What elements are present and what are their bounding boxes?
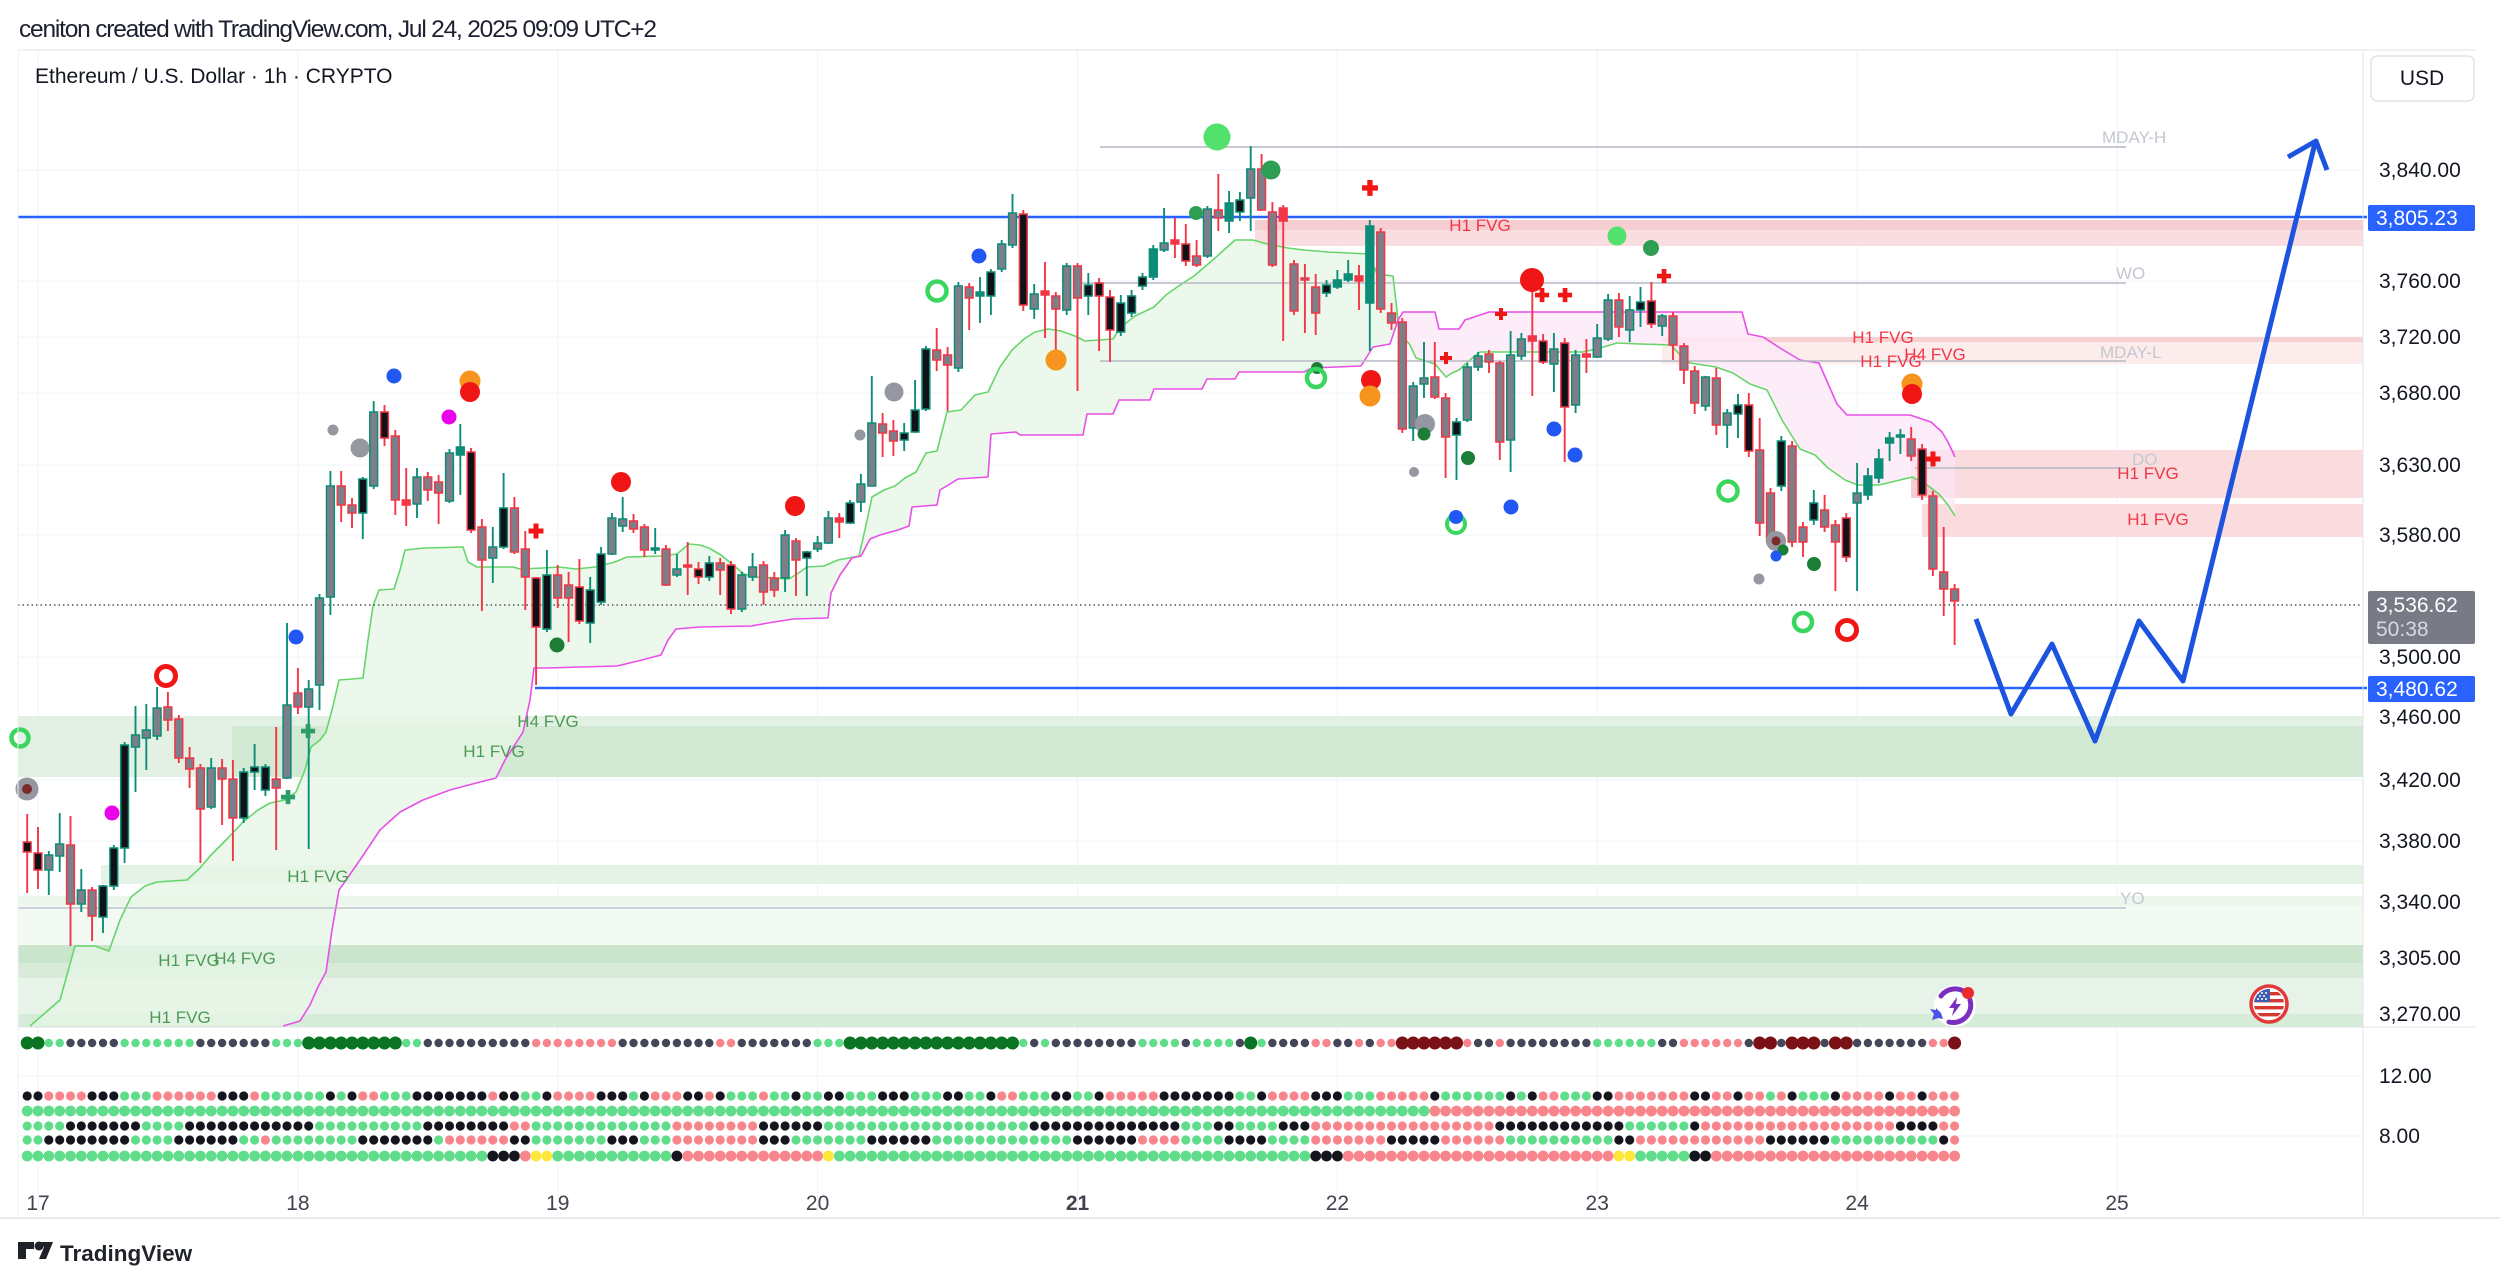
svg-text:8.00: 8.00 <box>2379 1125 2420 1148</box>
svg-text:18: 18 <box>286 1192 309 1215</box>
svg-text:H1 FVG: H1 FVG <box>158 951 219 970</box>
svg-text:3,580.00: 3,580.00 <box>2379 524 2461 547</box>
svg-text:3,460.00: 3,460.00 <box>2379 706 2461 729</box>
svg-text:23: 23 <box>1586 1192 1609 1215</box>
svg-text:H4 FVG: H4 FVG <box>1904 345 1965 364</box>
svg-text:3,840.00: 3,840.00 <box>2379 159 2461 182</box>
svg-text:MDAY-L: MDAY-L <box>2100 343 2161 362</box>
svg-text:3,340.00: 3,340.00 <box>2379 891 2461 914</box>
svg-text:H1 FVG: H1 FVG <box>2117 464 2178 483</box>
svg-text:22: 22 <box>1326 1192 1349 1215</box>
svg-text:H1 FVG: H1 FVG <box>1852 328 1913 347</box>
svg-text:17: 17 <box>26 1192 49 1215</box>
svg-text:H1 FVG: H1 FVG <box>149 1008 210 1027</box>
svg-text:H4 FVG: H4 FVG <box>517 712 578 731</box>
svg-text:24: 24 <box>1845 1192 1869 1215</box>
svg-text:3,630.00: 3,630.00 <box>2379 454 2461 477</box>
svg-text:3,805.23: 3,805.23 <box>2376 207 2458 230</box>
svg-text:WO: WO <box>2116 264 2145 283</box>
svg-text:3,305.00: 3,305.00 <box>2379 947 2461 970</box>
svg-text:H1 FVG: H1 FVG <box>1449 216 1510 235</box>
svg-text:3,380.00: 3,380.00 <box>2379 830 2461 853</box>
svg-text:MDAY-H: MDAY-H <box>2102 128 2166 147</box>
svg-text:H1 FVG: H1 FVG <box>1860 352 1921 371</box>
svg-text:H1 FVG: H1 FVG <box>2127 510 2188 529</box>
svg-text:DO: DO <box>2132 450 2158 469</box>
svg-text:TradingView: TradingView <box>60 1241 193 1266</box>
svg-text:3,760.00: 3,760.00 <box>2379 270 2461 293</box>
svg-text:25: 25 <box>2105 1192 2128 1215</box>
svg-text:3,536.62: 3,536.62 <box>2376 594 2458 617</box>
svg-text:H1 FVG: H1 FVG <box>287 867 348 886</box>
svg-text:H4 FVG: H4 FVG <box>214 949 275 968</box>
svg-text:3,720.00: 3,720.00 <box>2379 326 2461 349</box>
svg-text:3,480.62: 3,480.62 <box>2376 678 2458 701</box>
svg-text:19: 19 <box>546 1192 569 1215</box>
svg-text:50:38: 50:38 <box>2376 618 2429 641</box>
svg-text:3,680.00: 3,680.00 <box>2379 382 2461 405</box>
svg-text:ceniton created with TradingVi: ceniton created with TradingView.com, Ju… <box>19 16 656 43</box>
svg-text:Ethereum / U.S. Dollar · 1h ·: Ethereum / U.S. Dollar · 1h · CRYPTO <box>35 65 393 88</box>
svg-text:3,420.00: 3,420.00 <box>2379 769 2461 792</box>
svg-text:20: 20 <box>806 1192 829 1215</box>
svg-text:3,500.00: 3,500.00 <box>2379 646 2461 669</box>
svg-text:USD: USD <box>2400 67 2444 90</box>
svg-text:H1 FVG: H1 FVG <box>463 742 524 761</box>
svg-text:12.00: 12.00 <box>2379 1065 2432 1088</box>
svg-text:3,270.00: 3,270.00 <box>2379 1003 2461 1026</box>
svg-text:YO: YO <box>2120 889 2145 908</box>
svg-text:21: 21 <box>1066 1192 1090 1215</box>
